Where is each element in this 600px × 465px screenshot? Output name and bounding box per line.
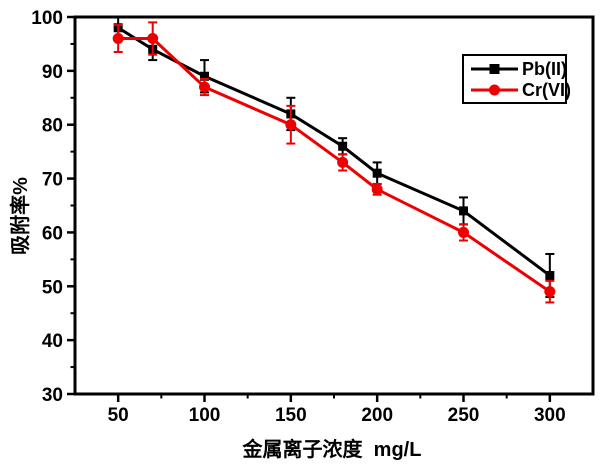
legend-square-marker-icon xyxy=(489,64,500,74)
data-point-circle xyxy=(147,33,159,45)
y-tick-label: 90 xyxy=(42,62,63,83)
y-tick-label: 70 xyxy=(42,170,63,191)
data-point-square xyxy=(372,168,382,178)
legend-circle-marker-icon xyxy=(489,84,500,96)
legend-frame xyxy=(462,54,567,104)
x-tick-label: 150 xyxy=(275,405,307,426)
x-tick-label: 250 xyxy=(448,405,480,426)
plot-area: 50 100 150 200 250 300 100 90 80 70 60 50 40 30 xyxy=(31,8,595,426)
x-tick-label: 50 xyxy=(108,405,129,426)
series-line xyxy=(118,37,551,293)
y-tick-label: 40 xyxy=(42,331,63,352)
legend: Pb(II) Cr(VI) xyxy=(462,54,571,104)
data-point-circle xyxy=(285,119,297,131)
data-point-square xyxy=(545,271,555,281)
y-tick-label: 100 xyxy=(31,8,63,29)
legend-label-pb: Pb(II) xyxy=(522,59,567,79)
legend-label-cr: Cr(VI) xyxy=(522,80,571,100)
x-tick-label: 100 xyxy=(189,405,221,426)
series-crvi xyxy=(112,21,556,304)
data-point-circle xyxy=(112,33,124,45)
x-tick-label: 200 xyxy=(361,405,393,426)
x-tick-label: 300 xyxy=(534,405,566,426)
data-point-circle xyxy=(458,226,469,238)
data-point-square xyxy=(200,71,209,81)
data-point-circle xyxy=(337,156,349,168)
data-point-square xyxy=(338,141,348,151)
data-point-circle xyxy=(544,286,556,298)
legend-item-cr: Cr(VI) xyxy=(471,80,571,100)
legend-item-pb: Pb(II) xyxy=(471,59,567,79)
data-point-square xyxy=(459,206,468,216)
data-point-circle xyxy=(199,81,210,93)
y-tick-label: 30 xyxy=(42,385,63,406)
x-axis-title: 金属离子浓度 mg/L xyxy=(242,437,422,461)
data-point-circle xyxy=(371,183,383,195)
y-axis-title: 吸附率% xyxy=(8,177,32,255)
series-line xyxy=(117,26,551,277)
y-tick-label: 80 xyxy=(42,116,63,137)
y-tick-label: 60 xyxy=(42,223,63,244)
y-tick-label: 50 xyxy=(42,277,63,298)
